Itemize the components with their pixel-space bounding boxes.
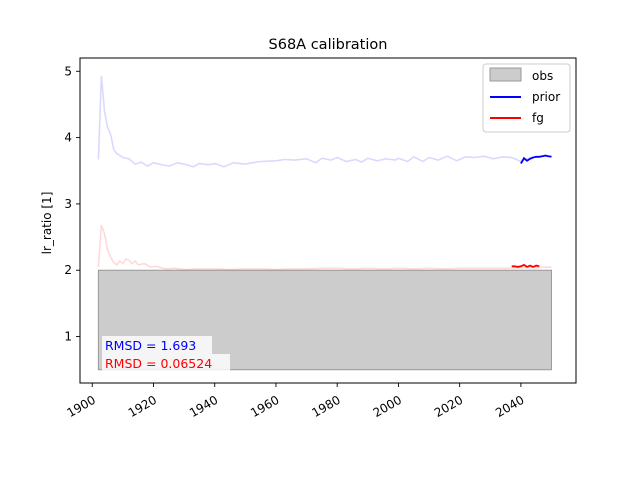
legend-swatch-obs (489, 67, 522, 82)
background-line-0 (97, 75, 552, 168)
y-tick-label-1: 1 (64, 330, 72, 344)
y-axis-label: lr_ratio [1] (40, 192, 54, 255)
series-line-prior (520, 154, 552, 164)
rmsd-annotations: RMSD = 1.693 RMSD = 0.06524 (102, 336, 230, 372)
legend: obs prior fg (482, 63, 571, 133)
rmsd-prior-text: RMSD = 1.693 (105, 338, 196, 353)
chart-title: S68A calibration (269, 37, 388, 53)
background-line-1 (97, 224, 552, 271)
rmsd-fg-box (102, 354, 230, 372)
rmsd-prior-box (102, 336, 212, 354)
legend-label-fg: fg (532, 111, 544, 125)
y-tick-label-2: 2 (64, 263, 72, 277)
plot-frame (79, 57, 577, 384)
legend-label-obs: obs (532, 69, 553, 83)
series-line-fg (511, 263, 540, 268)
y-tick-label-3: 3 (64, 197, 72, 211)
y-tick-label-5: 5 (64, 64, 72, 78)
legend-label-prior: prior (532, 90, 560, 104)
y-tick-label-4: 4 (64, 131, 72, 145)
rmsd-fg-text: RMSD = 0.06524 (105, 356, 212, 371)
